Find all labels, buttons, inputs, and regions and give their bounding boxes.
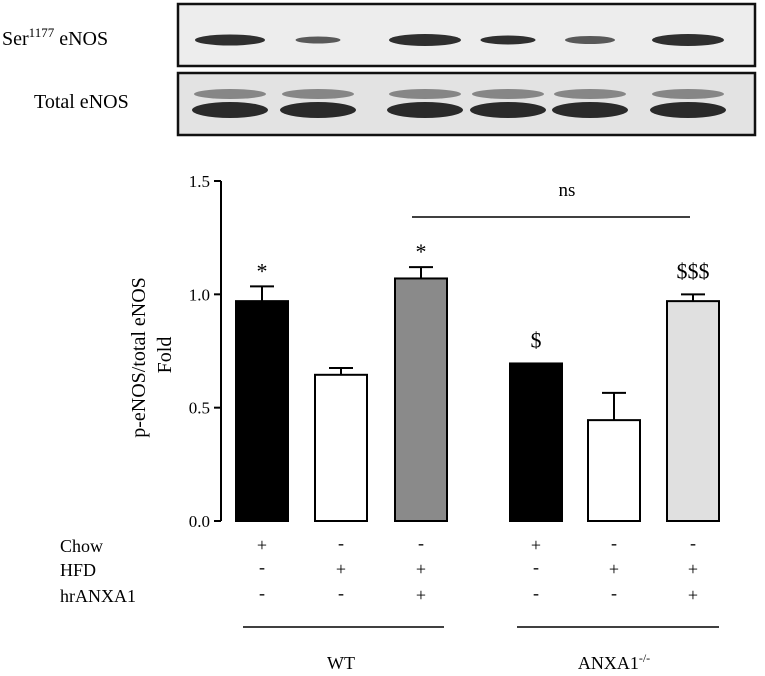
y-axis-label: p-eNOS/total eNOS Fold bbox=[128, 272, 176, 438]
y-tick-label: 0.0 bbox=[189, 512, 210, 531]
blot-band-phospho bbox=[195, 34, 265, 46]
blot-label-ser-superscript: 1177 bbox=[29, 25, 55, 40]
comparison-label: ns bbox=[559, 180, 576, 201]
blot-band-phospho bbox=[652, 34, 724, 46]
significance-marker: * bbox=[257, 258, 268, 283]
condition-sign: - bbox=[338, 583, 344, 603]
condition-sign: - bbox=[259, 557, 265, 577]
condition-sign: - bbox=[690, 533, 696, 553]
blot-band-phospho bbox=[480, 35, 536, 45]
blot-band-total-lower bbox=[387, 102, 463, 118]
blot-band-total-upper bbox=[389, 89, 461, 99]
y-tick-label: 0.5 bbox=[189, 399, 210, 418]
bar bbox=[509, 362, 563, 523]
condition-sign: + bbox=[336, 559, 346, 579]
blot-band-total-upper bbox=[472, 89, 544, 99]
y-tick-label: 1.5 bbox=[189, 172, 210, 191]
blot-band-total-upper bbox=[194, 89, 266, 99]
condition-name: HFD bbox=[60, 560, 96, 580]
blot-band-total-lower bbox=[280, 102, 356, 118]
condition-sign: - bbox=[418, 533, 424, 553]
blot-band-phospho bbox=[295, 36, 341, 44]
condition-sign: + bbox=[688, 585, 698, 605]
condition-sign: - bbox=[533, 583, 539, 603]
group-label-text: ANXA1 bbox=[578, 653, 639, 673]
significance-marker: $ bbox=[531, 327, 542, 352]
condition-sign: - bbox=[611, 533, 617, 553]
western-blot: Ser1177 eNOS Total eNOS bbox=[2, 2, 757, 137]
condition-name: Chow bbox=[60, 536, 103, 556]
blot-band-total-lower bbox=[192, 102, 268, 118]
condition-name: hrANXA1 bbox=[60, 586, 136, 606]
group-label-text: WT bbox=[327, 653, 355, 673]
blot-label-ser1177: Ser1177 eNOS bbox=[2, 25, 108, 50]
significance-marker: $$$ bbox=[677, 258, 710, 283]
group-label: ANXA1-/- bbox=[578, 651, 650, 673]
condition-sign: + bbox=[531, 535, 541, 555]
condition-sign: + bbox=[416, 585, 426, 605]
bar bbox=[394, 277, 448, 523]
y-tick-label: 1.0 bbox=[189, 285, 210, 304]
bar bbox=[587, 419, 641, 522]
blot-strip-total bbox=[176, 71, 757, 137]
bar-chart: p-eNOS/total eNOS Fold 0.00.51.01.5 **$$… bbox=[60, 172, 720, 673]
blot-band-phospho bbox=[389, 34, 461, 46]
bar bbox=[314, 373, 368, 522]
blot-band-total-lower bbox=[470, 102, 546, 118]
group-label: WT bbox=[327, 653, 355, 673]
blot-band-total-lower bbox=[552, 102, 628, 118]
condition-sign: + bbox=[257, 535, 267, 555]
condition-sign: - bbox=[338, 533, 344, 553]
significance-marker: * bbox=[416, 239, 427, 264]
blot-strip-phospho bbox=[176, 2, 757, 68]
condition-sign: - bbox=[259, 583, 265, 603]
condition-sign: - bbox=[611, 583, 617, 603]
blot-band-total-upper bbox=[282, 89, 354, 99]
blot-label-total-enos: Total eNOS bbox=[34, 91, 129, 113]
group-label-superscript: -/- bbox=[639, 651, 650, 665]
blot-band-total-upper bbox=[554, 89, 626, 99]
bar bbox=[235, 300, 289, 522]
y-axis-label-line2: Fold bbox=[154, 337, 176, 374]
blot-label-ser-text: Ser bbox=[2, 28, 29, 50]
bar bbox=[666, 300, 720, 522]
blot-band-total-lower bbox=[650, 102, 726, 118]
condition-sign: - bbox=[533, 557, 539, 577]
y-axis-label-line1: p-eNOS/total eNOS bbox=[128, 277, 150, 438]
blot-label-ser-suffix: eNOS bbox=[54, 28, 108, 50]
condition-sign: + bbox=[688, 559, 698, 579]
condition-sign: + bbox=[416, 559, 426, 579]
blot-band-phospho bbox=[565, 36, 615, 44]
condition-sign: + bbox=[609, 559, 619, 579]
blot-band-total-upper bbox=[652, 89, 724, 99]
